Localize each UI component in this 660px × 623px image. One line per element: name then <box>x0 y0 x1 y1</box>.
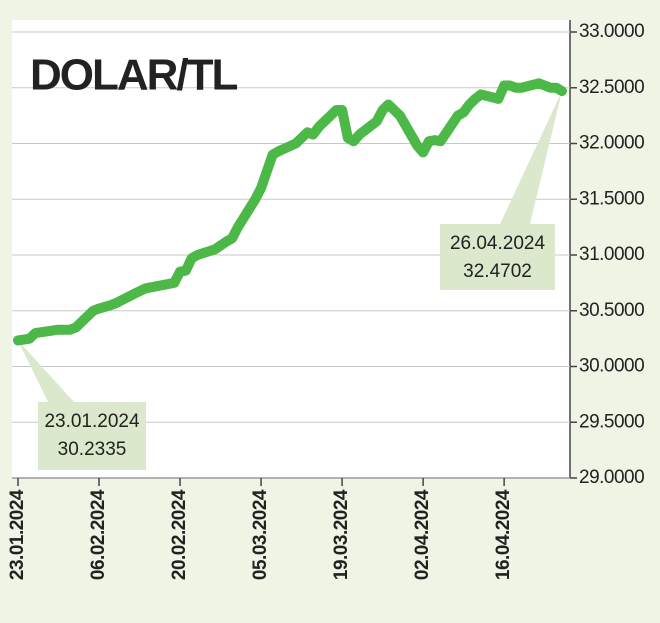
annotation-value: 32.4702 <box>463 261 532 282</box>
annotation-date: 26.04.2024 <box>450 233 546 254</box>
annotation-pointer <box>18 340 74 402</box>
x-tick-label: 16.04.2024 <box>493 489 514 580</box>
y-tick-label: 31.5000 <box>579 188 644 209</box>
annotation-box <box>440 224 555 290</box>
y-tick-label: 33.0000 <box>579 21 644 42</box>
x-tick-label: 02.04.2024 <box>412 489 433 580</box>
y-tick-label: 32.0000 <box>579 133 644 154</box>
y-tick-label: 30.5000 <box>579 300 644 321</box>
x-tick-label: 05.03.2024 <box>250 489 271 580</box>
y-tick-label: 30.0000 <box>579 356 644 377</box>
x-tick-label: 19.03.2024 <box>331 489 352 580</box>
chart-title: DOLAR/TL <box>30 51 238 100</box>
x-tick-label: 06.02.2024 <box>88 489 109 580</box>
annotation-box <box>38 402 146 470</box>
y-tick-label: 29.0000 <box>579 467 644 488</box>
line <box>13 78 567 346</box>
annotation-value: 30.2335 <box>58 439 127 460</box>
y-tick-label: 31.0000 <box>579 244 644 265</box>
x-tick-label: 23.01.2024 <box>7 489 28 580</box>
annotation-date: 23.01.2024 <box>44 411 140 432</box>
x-tick-label: 20.02.2024 <box>169 489 190 580</box>
y-tick-label: 32.5000 <box>579 77 644 98</box>
annotation-pointer <box>500 91 562 225</box>
y-tick-label: 29.5000 <box>579 411 644 432</box>
